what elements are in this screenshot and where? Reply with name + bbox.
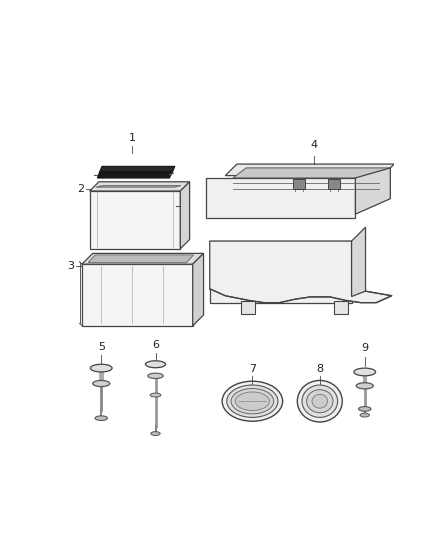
Ellipse shape	[360, 413, 369, 417]
Polygon shape	[193, 253, 204, 326]
Ellipse shape	[307, 390, 333, 413]
Ellipse shape	[227, 385, 278, 417]
Polygon shape	[82, 253, 204, 264]
Polygon shape	[82, 264, 193, 326]
Polygon shape	[180, 182, 190, 249]
Polygon shape	[96, 185, 181, 187]
Ellipse shape	[95, 416, 107, 421]
Ellipse shape	[145, 361, 166, 368]
Ellipse shape	[297, 381, 342, 422]
Ellipse shape	[312, 394, 328, 408]
Text: 5: 5	[98, 342, 105, 352]
Ellipse shape	[151, 432, 160, 435]
Text: 1: 1	[129, 133, 136, 143]
Polygon shape	[100, 166, 175, 172]
Polygon shape	[88, 255, 194, 263]
Polygon shape	[293, 180, 305, 189]
Ellipse shape	[359, 407, 371, 411]
Ellipse shape	[231, 389, 274, 414]
Text: 4: 4	[311, 140, 318, 150]
Text: 2: 2	[77, 184, 84, 195]
Polygon shape	[241, 301, 255, 314]
Polygon shape	[356, 168, 390, 214]
Ellipse shape	[302, 385, 338, 417]
Polygon shape	[328, 180, 340, 189]
Text: 3: 3	[67, 261, 74, 271]
Polygon shape	[210, 241, 392, 303]
Ellipse shape	[148, 373, 163, 378]
Polygon shape	[233, 168, 390, 178]
Polygon shape	[90, 191, 180, 249]
Polygon shape	[334, 301, 348, 314]
Polygon shape	[97, 172, 173, 178]
Ellipse shape	[354, 368, 376, 376]
Text: 8: 8	[316, 364, 323, 374]
Ellipse shape	[150, 393, 161, 397]
Text: 7: 7	[249, 364, 256, 374]
Ellipse shape	[356, 383, 373, 389]
Text: 6: 6	[152, 341, 159, 350]
Ellipse shape	[222, 381, 283, 421]
Ellipse shape	[93, 381, 110, 386]
Text: 9: 9	[361, 343, 368, 353]
Polygon shape	[210, 241, 352, 303]
Polygon shape	[352, 227, 366, 296]
Polygon shape	[206, 178, 356, 218]
Ellipse shape	[235, 392, 269, 410]
Polygon shape	[225, 164, 394, 175]
Ellipse shape	[90, 364, 112, 372]
Polygon shape	[90, 182, 190, 191]
